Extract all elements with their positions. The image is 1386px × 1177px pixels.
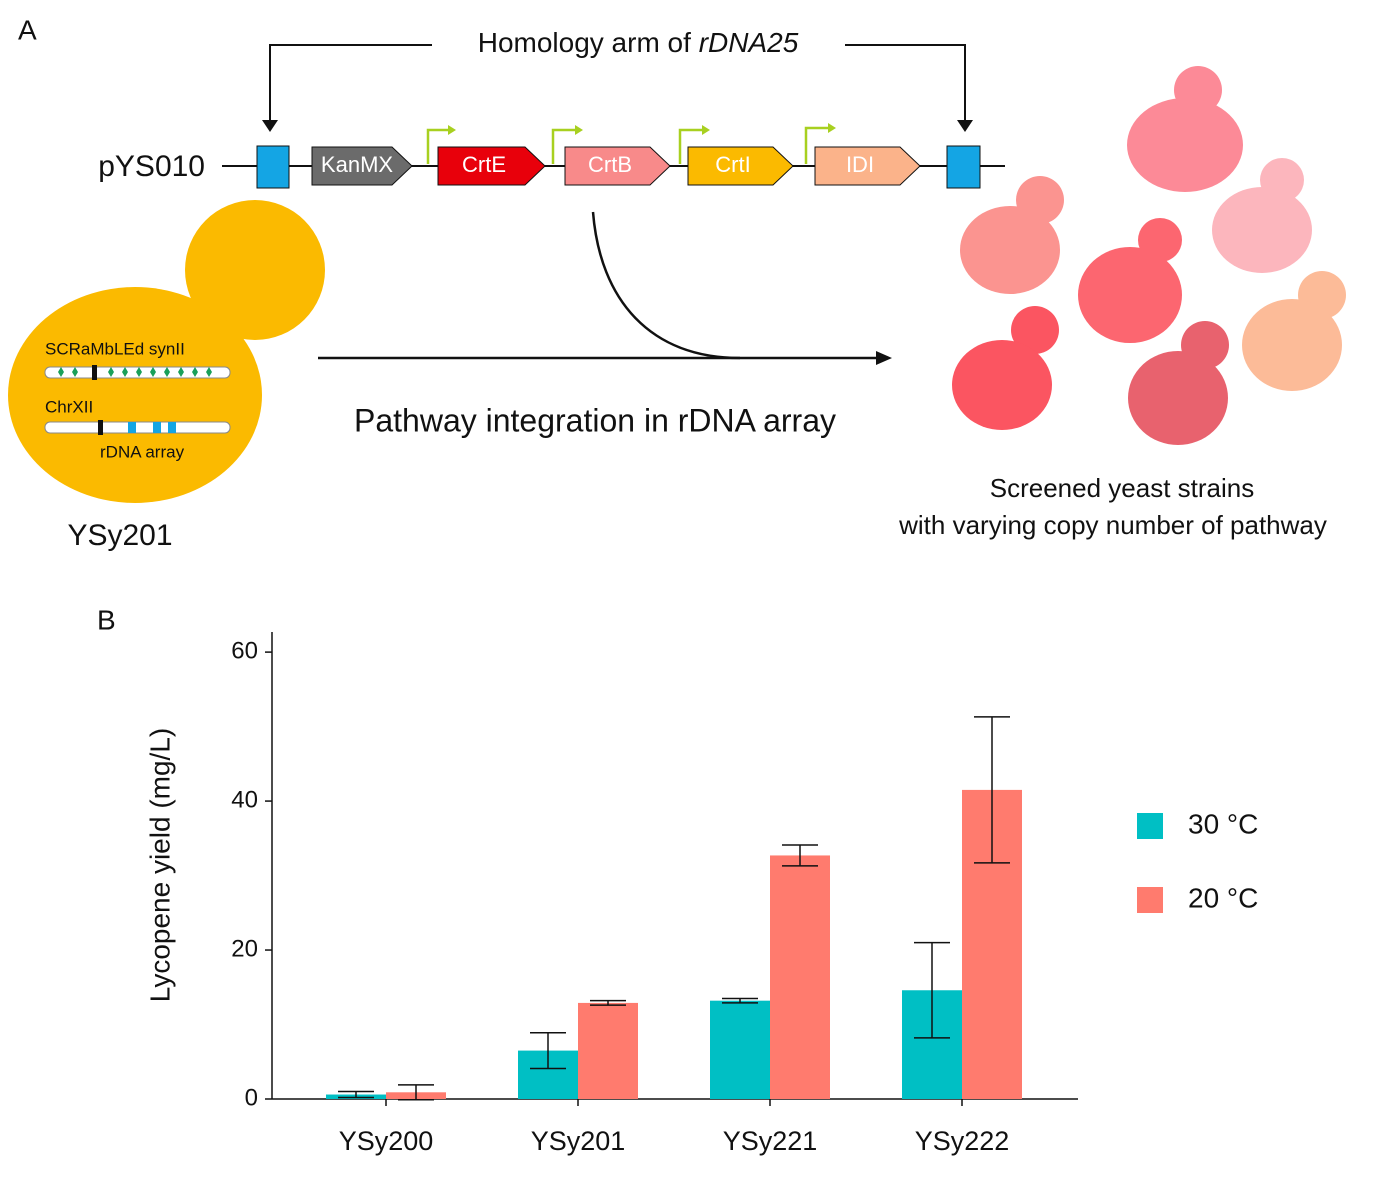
x-tick-label: YSy201 — [531, 1126, 626, 1156]
arrowhead — [876, 351, 892, 365]
gene-arrow — [437, 146, 546, 186]
chromosome — [44, 421, 231, 434]
rdna-bands — [128, 422, 176, 433]
legend-label: 20 °C — [1188, 882, 1258, 913]
error-bar — [398, 1084, 434, 1101]
homology-text: Homology arm of — [478, 27, 699, 58]
y-axis-label: Lycopene yield (mg/L) — [144, 728, 175, 1002]
gene-label: CrtB — [588, 152, 632, 177]
error-bar — [590, 999, 626, 1006]
strain-label: YSy201 — [67, 519, 172, 552]
error-bar — [914, 941, 950, 1039]
bar — [770, 855, 830, 1099]
error-bar — [974, 716, 1010, 864]
y-tick-label: 0 — [245, 1084, 258, 1111]
panel-label: B — [97, 604, 116, 635]
gene-label: IDI — [846, 152, 874, 177]
panel-a: A Homology arm of rDNA25 pYS010 KanMX Cr… — [8, 14, 1346, 552]
loxp-sites — [58, 367, 212, 377]
yeast-cell — [8, 200, 325, 503]
bar — [578, 1002, 638, 1099]
gene-arrow — [311, 146, 413, 186]
gene-label: CrtE — [462, 152, 506, 177]
promoters — [426, 126, 830, 164]
homology-bracket — [269, 44, 966, 128]
panel-b: B Lycopene yield (mg/L) 0 20 40 60 YSy200 YSy… — [97, 604, 1258, 1156]
gene-arrow — [687, 146, 794, 186]
error-bar — [338, 1090, 374, 1099]
homology-label: Homology arm of rDNA25 — [478, 27, 799, 58]
y-tick-label: 20 — [231, 935, 258, 962]
x-tick-label: YSy221 — [723, 1126, 818, 1156]
y-tick-label: 60 — [231, 637, 258, 664]
homology-arm — [946, 145, 981, 189]
x-tick-label: YSy200 — [339, 1126, 434, 1156]
error-bar — [782, 844, 818, 867]
legend-label: 30 °C — [1188, 808, 1258, 839]
gene-arrow — [814, 146, 921, 186]
arrow-label: Pathway integration in rDNA array — [354, 402, 836, 438]
error-bar — [722, 997, 758, 1004]
chromosome-label: ChrXII — [45, 397, 93, 416]
error-bar — [530, 1031, 566, 1070]
y-tick-label: 40 — [231, 786, 258, 813]
homology-arm — [256, 145, 290, 189]
result-label: Screened yeast strains — [990, 473, 1254, 503]
legend-swatch — [1137, 813, 1163, 839]
gene-label: CrtI — [715, 152, 750, 177]
gene-label: KanMX — [321, 152, 393, 177]
centromere — [98, 420, 103, 435]
array-label: rDNA array — [100, 442, 185, 461]
plasmid-label: pYS010 — [98, 150, 205, 183]
result-label: with varying copy number of pathway — [898, 510, 1327, 540]
legend-swatch — [1137, 887, 1163, 913]
integration-curve — [591, 211, 741, 360]
bar — [710, 1000, 770, 1099]
homology-italic: rDNA25 — [699, 27, 799, 58]
promoter-heads — [448, 123, 836, 135]
x-tick-label: YSy222 — [915, 1126, 1010, 1156]
bracket-arrowheads — [262, 120, 973, 132]
centromere — [92, 365, 97, 380]
yeast-strains — [952, 66, 1346, 445]
gene-arrow — [564, 146, 671, 186]
chromosome-label: SCRaMbLEd synII — [45, 339, 185, 358]
panel-label: A — [18, 14, 37, 45]
